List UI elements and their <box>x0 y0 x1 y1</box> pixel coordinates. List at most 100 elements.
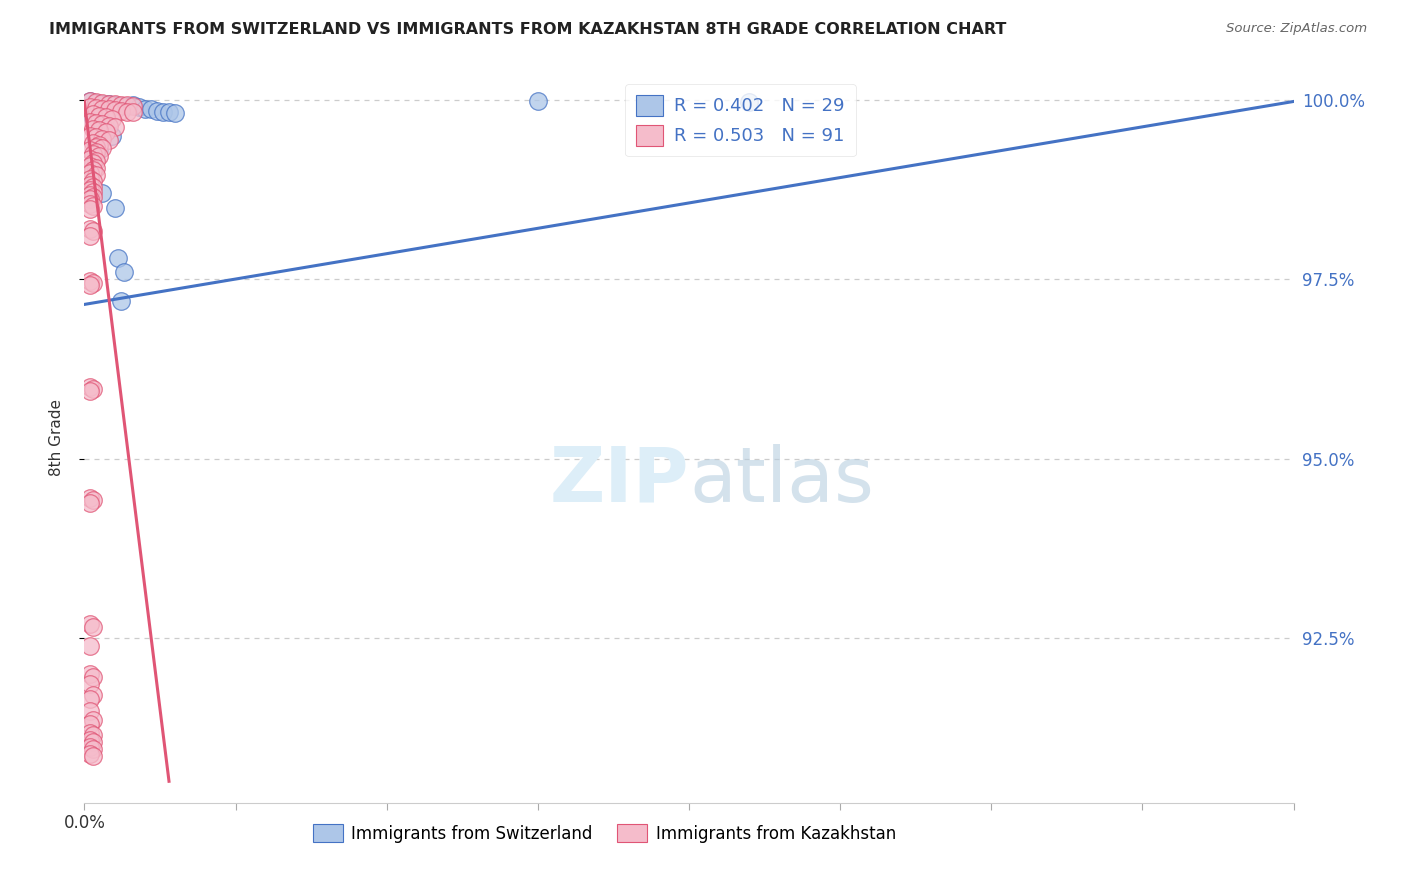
Point <box>110 103 132 118</box>
Text: 0.0%: 0.0% <box>63 814 105 831</box>
Point <box>82 163 104 178</box>
Point <box>110 98 132 112</box>
Point <box>86 116 108 130</box>
Point <box>82 749 104 764</box>
Point <box>91 95 114 110</box>
Point <box>86 169 108 183</box>
Point <box>97 97 120 112</box>
Point <box>82 735 104 749</box>
Point <box>79 128 101 143</box>
Point <box>79 172 101 186</box>
Point <box>91 141 114 155</box>
Point <box>94 125 117 139</box>
Point <box>112 265 135 279</box>
Point <box>89 109 111 123</box>
Point <box>104 201 127 215</box>
Point <box>86 95 108 110</box>
Point <box>79 278 101 293</box>
Point <box>91 102 114 116</box>
Point <box>89 143 111 157</box>
Point <box>79 143 101 157</box>
Point <box>97 103 120 117</box>
Point <box>79 380 101 394</box>
Point <box>82 185 104 199</box>
Point <box>79 616 101 631</box>
Point <box>82 688 104 702</box>
Point <box>79 192 101 206</box>
Point <box>115 99 138 113</box>
Point <box>157 105 180 120</box>
Point <box>79 491 101 505</box>
Point <box>79 677 101 691</box>
Point <box>79 197 101 211</box>
Point <box>86 139 108 153</box>
Point <box>110 99 132 113</box>
Point <box>86 161 108 176</box>
Point <box>82 111 104 125</box>
Point <box>115 98 138 112</box>
Point <box>79 725 101 739</box>
Point <box>79 159 101 173</box>
Text: Source: ZipAtlas.com: Source: ZipAtlas.com <box>1226 22 1367 36</box>
Point <box>82 382 104 396</box>
Point <box>89 123 111 137</box>
Point <box>86 130 108 145</box>
Point <box>79 152 101 166</box>
Point <box>82 199 104 213</box>
Point <box>134 102 156 116</box>
Point <box>107 251 129 265</box>
Point <box>91 132 114 146</box>
Point <box>82 174 104 188</box>
Point <box>94 121 117 136</box>
Point <box>82 742 104 756</box>
Point <box>82 276 104 290</box>
Point <box>79 691 101 706</box>
Text: IMMIGRANTS FROM SWITZERLAND VS IMMIGRANTS FROM KAZAKHSTAN 8TH GRADE CORRELATION : IMMIGRANTS FROM SWITZERLAND VS IMMIGRANT… <box>49 22 1007 37</box>
Point <box>79 666 101 681</box>
Point <box>104 120 127 135</box>
Point <box>89 137 111 152</box>
Text: ZIP: ZIP <box>550 444 689 518</box>
Point <box>82 224 104 238</box>
Point <box>79 95 101 109</box>
Point <box>82 107 104 121</box>
Point <box>79 100 101 114</box>
Point <box>104 97 127 112</box>
Point <box>121 105 143 120</box>
Point <box>82 156 104 170</box>
Point <box>82 714 104 728</box>
Point <box>79 384 101 399</box>
Point <box>79 95 101 109</box>
Point <box>86 136 108 150</box>
Point <box>82 190 104 204</box>
Point <box>97 133 120 147</box>
Text: atlas: atlas <box>689 444 873 518</box>
Point <box>115 104 138 119</box>
Point <box>79 739 101 754</box>
Point <box>79 114 101 128</box>
Point <box>82 146 104 161</box>
Point <box>91 117 114 131</box>
Point <box>738 95 761 110</box>
Y-axis label: 8th Grade: 8th Grade <box>49 399 63 475</box>
Point <box>82 670 104 684</box>
Point <box>82 493 104 508</box>
Point <box>79 496 101 510</box>
Point <box>104 103 127 117</box>
Point <box>91 96 114 111</box>
Point <box>139 103 162 117</box>
Point <box>152 104 174 119</box>
Point <box>79 222 101 236</box>
Point <box>121 98 143 112</box>
Point <box>79 229 101 244</box>
Point <box>97 96 120 111</box>
Point <box>110 293 132 308</box>
Point <box>82 136 104 150</box>
Point <box>79 202 101 216</box>
Point <box>79 166 101 180</box>
Point <box>79 183 101 197</box>
Point <box>82 728 104 742</box>
Point <box>94 110 117 124</box>
Point <box>91 186 114 201</box>
Point <box>100 128 122 143</box>
